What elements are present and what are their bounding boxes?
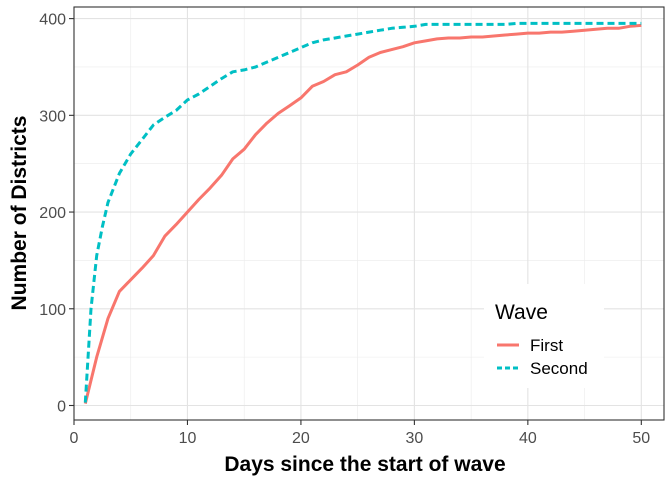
- legend-label-second: Second: [530, 359, 588, 378]
- legend-label-first: First: [530, 336, 563, 355]
- y-tick-label: 100: [39, 302, 66, 319]
- series-line-first: [83, 23, 642, 404]
- x-tick-label: 40: [519, 430, 537, 447]
- panel-border: [73, 6, 665, 421]
- y-tick-label: 200: [39, 205, 66, 222]
- x-tick-label: 50: [632, 430, 650, 447]
- x-tick-label: 0: [70, 430, 79, 447]
- legend-title: Wave: [495, 301, 548, 324]
- x-tick-label: 10: [179, 430, 197, 447]
- grid-minor: [74, 7, 664, 420]
- y-axis-ticks: 0 100 200 300 400: [39, 12, 74, 415]
- y-tick-label: 300: [39, 108, 66, 125]
- series-line-second: [83, 21, 642, 403]
- y-tick-label: 400: [39, 12, 66, 29]
- series-layer: [83, 21, 642, 404]
- y-tick-label: 0: [57, 398, 66, 415]
- x-tick-label: 30: [405, 430, 423, 447]
- legend-background: [484, 284, 604, 388]
- x-axis-title: Days since the start of wave: [224, 453, 505, 476]
- x-axis-ticks: 0 10 20 30 40 50: [70, 420, 650, 447]
- x-tick-label: 20: [292, 430, 310, 447]
- y-axis-title: Number of Districts: [8, 116, 31, 311]
- legend: Wave First Second: [484, 284, 604, 388]
